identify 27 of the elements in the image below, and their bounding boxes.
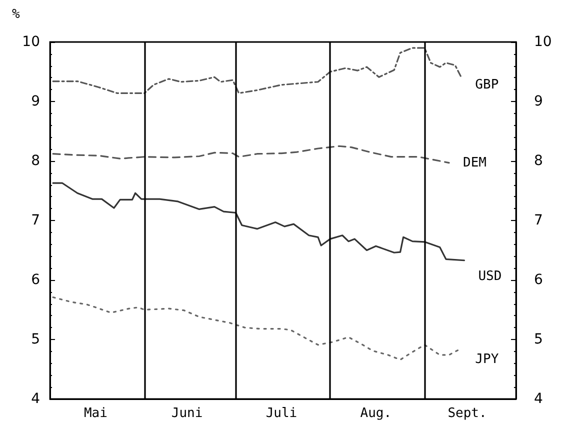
x-tick-label: Mai xyxy=(84,406,108,421)
y2-tick-label: 6 xyxy=(534,272,543,288)
y-axis-title: % xyxy=(12,7,20,22)
series-label: JPY xyxy=(475,352,499,367)
y-tick-label: 4 xyxy=(31,391,40,407)
y-tick-label: 6 xyxy=(31,272,40,288)
line-series xyxy=(52,145,450,164)
y2-tick-label: 10 xyxy=(534,34,552,50)
x-tick-label: Juli xyxy=(266,406,298,421)
y2-tick-label: 4 xyxy=(534,391,543,407)
y-tick-label: 7 xyxy=(31,212,40,228)
y-tick-label: 9 xyxy=(31,94,40,110)
line-series xyxy=(52,47,462,94)
series-label: USD xyxy=(478,268,502,284)
y2-tick-label: 5 xyxy=(534,332,543,348)
series-label: DEM xyxy=(462,155,487,170)
y2-tick-label: 9 xyxy=(534,94,543,110)
x-tick-label: Juni xyxy=(171,406,203,421)
line-series xyxy=(52,182,466,262)
y-tick-label: 5 xyxy=(31,332,40,348)
y-tick-label: 10 xyxy=(22,34,40,50)
x-tick-label: Aug. xyxy=(360,406,392,421)
y2-tick-label: 7 xyxy=(534,212,543,228)
series-label: GBP xyxy=(475,78,499,93)
x-tick-label: Sept. xyxy=(448,406,487,421)
y2-tick-label: 8 xyxy=(534,153,543,169)
y-tick-label: 8 xyxy=(31,153,40,169)
